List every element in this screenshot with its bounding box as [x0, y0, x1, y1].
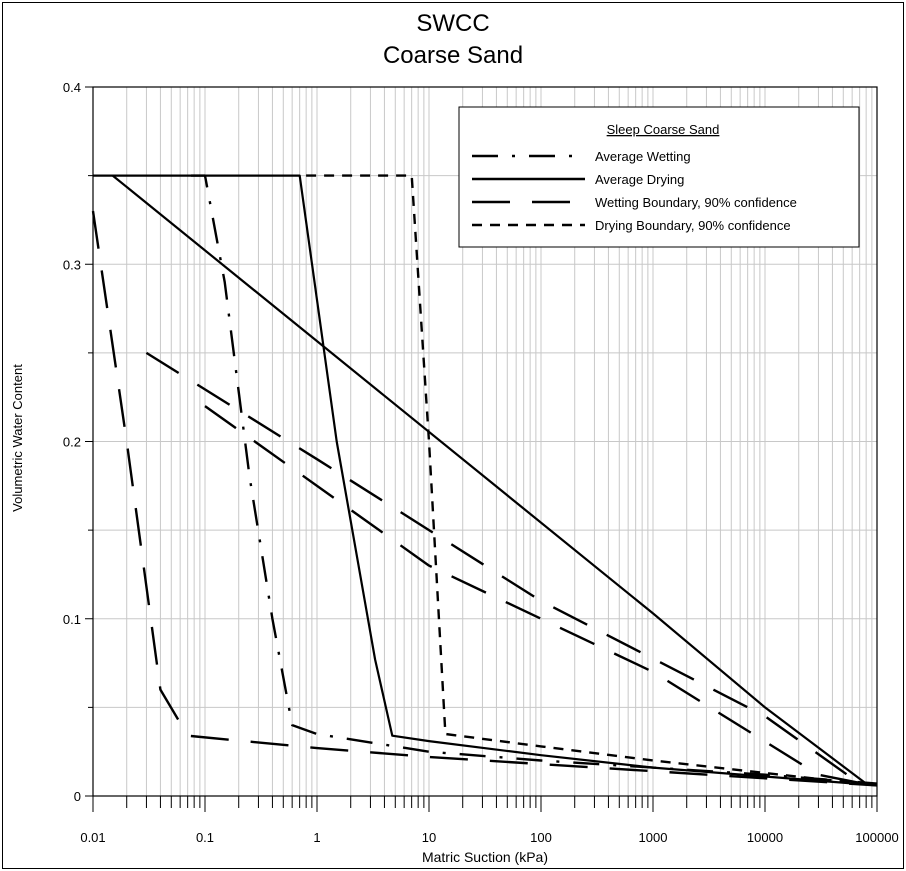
- ticks-layer: 0.01 0.1 1 10 100 1000 10000 100000 0 0.1 0.2 0.3 0.…: [63, 80, 899, 845]
- series-layer: [91, 174, 878, 787]
- legend-box: [458, 106, 860, 248]
- x-axis-label: Matric Suction (kPa): [422, 849, 548, 865]
- series-line-5: [112, 174, 867, 785]
- series-line-4: [306, 174, 878, 787]
- y-tick-label: 0.2: [63, 435, 81, 450]
- legend: Sleep Coarse Sand Average WettingAverage…: [458, 106, 860, 248]
- y-tick-label: 0: [74, 789, 81, 804]
- series-line-2: [93, 174, 878, 787]
- x-tick-label: 0.1: [196, 830, 214, 845]
- legend-items: Average Wetting Average Drying Wetting Bou…: [472, 149, 797, 233]
- series-line-7: [204, 405, 873, 787]
- x-tick-label: 1: [313, 830, 320, 845]
- x-tick-label: 1000: [639, 830, 668, 845]
- x-tick-label: 100: [530, 830, 552, 845]
- legend-label: Average Drying: [595, 172, 684, 187]
- legend-title: Sleep Coarse Sand: [607, 122, 720, 137]
- y-tick-label: 0.3: [63, 257, 81, 272]
- chart-subtitle: Coarse Sand: [383, 42, 523, 69]
- series-line-6: [145, 351, 861, 785]
- y-tick-label: 0.1: [63, 612, 81, 627]
- series-line-3: [91, 210, 878, 787]
- legend-label: Average Wetting: [595, 149, 691, 164]
- grid-layer: [92, 86, 877, 797]
- x-tick-label: 10000: [747, 830, 783, 845]
- legend-label: Drying Boundary, 90% confidence: [595, 218, 791, 233]
- series-line-1: [191, 174, 878, 785]
- y-tick-label: 0.4: [63, 80, 81, 95]
- y-axis-label: Volumetric Water Content: [10, 364, 25, 512]
- chart-title: SWCC: [416, 10, 489, 37]
- x-tick-label: 0.01: [80, 830, 105, 845]
- x-tick-label: 100000: [855, 830, 898, 845]
- legend-label: Wetting Boundary, 90% confidence: [595, 195, 797, 210]
- x-tick-label: 10: [422, 830, 436, 845]
